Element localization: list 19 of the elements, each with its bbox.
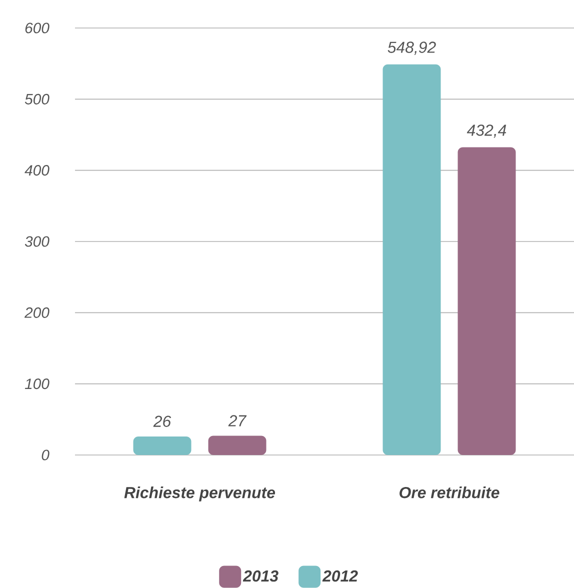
y-tick-label: 300 (24, 236, 50, 247)
legend-label: 2013 (242, 570, 278, 582)
x-tick-label: Richieste pervenute (124, 486, 276, 502)
y-tick-label: 500 (24, 94, 50, 104)
bar (208, 436, 266, 455)
bar (382, 64, 441, 455)
x-tick-label: Ore retribuite (400, 486, 500, 498)
data-label: 432,4 (466, 124, 506, 138)
y-tick-label: 100 (24, 378, 50, 390)
legend-label: 2012 (322, 570, 358, 582)
data-label: 26 (153, 416, 172, 427)
data-label: 548,92 (388, 42, 436, 55)
y-tick-label: 600 (25, 22, 50, 34)
data-label: 27 (228, 415, 247, 426)
y-tick-label: 200 (24, 307, 50, 318)
bar (133, 436, 192, 455)
bar (458, 147, 516, 455)
y-tick-label: 0 (42, 450, 50, 460)
y-tick-label: 400 (24, 165, 50, 176)
